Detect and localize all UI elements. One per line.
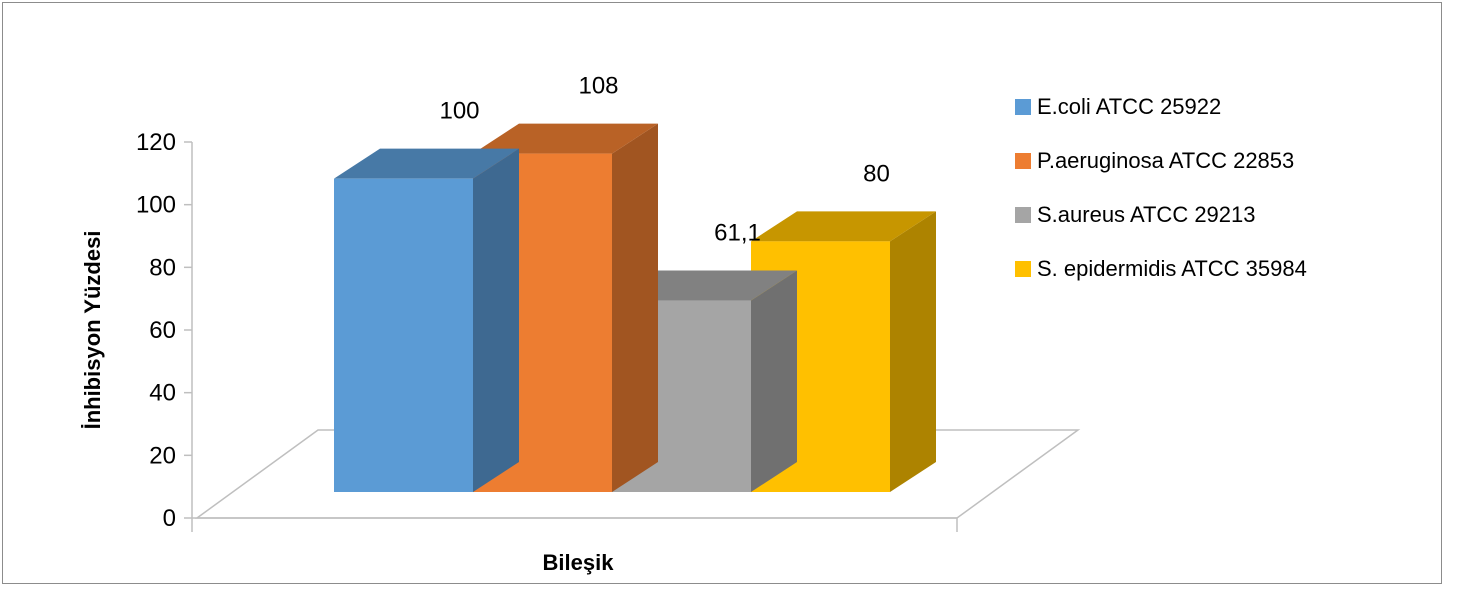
legend-swatch [1015,99,1031,115]
y-axis-title: İnhibisyon Yüzdesi [80,231,105,430]
y-tick-label: 40 [149,380,176,407]
legend-item: P.aeruginosa ATCC 22853 [1015,134,1307,188]
legend-item: S.aureus ATCC 29213 [1015,188,1307,242]
bar-side [473,148,519,492]
bar-front [334,178,473,492]
y-tick-label: 100 [136,192,176,219]
data-label-3: 61,1 [714,220,761,247]
legend-label: S. epidermidis ATCC 35984 [1037,256,1307,281]
y-tick-label: 0 [163,505,176,532]
legend-label: S.aureus ATCC 29213 [1037,202,1256,227]
bars [334,123,936,493]
bar-top [612,270,797,301]
legend-item: E.coli ATCC 25922 [1015,80,1307,134]
data-label-2: 108 [578,73,618,100]
y-tick-label: 60 [149,317,176,344]
data-label-1: 100 [439,98,479,125]
x-axis-title: Bileşik [543,550,615,575]
legend-label: P.aeruginosa ATCC 22853 [1037,148,1295,173]
y-tick-label: 20 [149,442,176,469]
legend-item: S. epidermidis ATCC 35984 [1015,242,1307,296]
bar-top [334,148,519,179]
data-labels: 100 108 61,1 80 [439,73,889,247]
legend-swatch [1015,207,1031,223]
legend: E.coli ATCC 25922 P.aeruginosa ATCC 22853… [1015,80,1307,296]
bar-top [473,123,658,154]
y-axis-ticks: 0 20 40 60 80 100 120 [136,129,192,532]
y-tick-label: 80 [149,254,176,281]
data-label-4: 80 [863,160,890,187]
y-tick-label: 120 [136,129,176,156]
bar-top [751,211,936,242]
legend-swatch [1015,261,1031,277]
legend-label: E.coli ATCC 25922 [1037,94,1222,119]
bar-1 [334,148,519,492]
bar-side [890,211,936,493]
bar-side [612,123,658,492]
bar-side [751,270,797,492]
legend-swatch [1015,153,1031,169]
